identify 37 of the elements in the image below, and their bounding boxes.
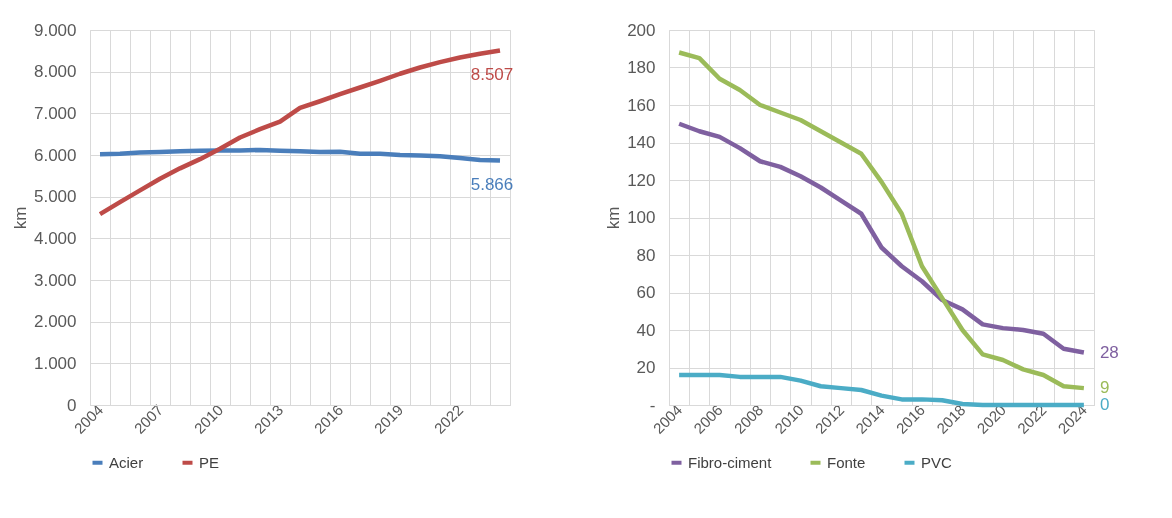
y-tick-label: 80: [636, 245, 656, 265]
line-series: [676, 121, 1087, 355]
line-series: [97, 147, 503, 163]
y-tick-label: 160: [627, 95, 656, 115]
y-tick-label: -: [649, 395, 656, 415]
line-series: [676, 50, 1087, 391]
y-tick-label: 7.000: [33, 103, 77, 123]
y-tick-label: 200: [627, 20, 656, 40]
legend-label: Acier: [109, 453, 144, 471]
legend-label: Fibro-ciment: [688, 453, 773, 471]
y-axis-title: km: [604, 206, 624, 230]
y-tick-label: 180: [627, 58, 656, 77]
data-label: 9: [1099, 378, 1110, 398]
y-axis-title: km: [10, 206, 30, 230]
legend-label: PVC: [921, 453, 953, 471]
legend-label: PE: [199, 453, 220, 471]
data-label: 5.866: [470, 174, 514, 194]
y-tick-label: 6.000: [33, 145, 77, 165]
y-tick-label: 40: [636, 320, 656, 340]
y-tick-label: 4.000: [33, 228, 77, 248]
data-label: 8.507: [470, 64, 514, 84]
y-tick-label: 20: [636, 358, 656, 377]
legend-label: Fonte: [827, 453, 866, 471]
line-series: [676, 372, 1087, 408]
y-tick-label: 140: [627, 133, 656, 152]
y-tick-label: 8.000: [33, 62, 77, 82]
y-tick-label: 100: [627, 208, 656, 227]
y-tick-label: 9.000: [33, 20, 77, 40]
y-tick-label: 120: [627, 170, 656, 190]
y-tick-label: 0: [67, 395, 77, 415]
y-tick-label: 2.000: [33, 312, 77, 332]
data-label: 0: [1099, 395, 1110, 414]
y-tick-label: 1.000: [33, 353, 77, 373]
data-label: 28: [1099, 342, 1119, 362]
y-tick-label: 60: [636, 283, 656, 302]
y-tick-label: 3.000: [33, 270, 77, 290]
y-tick-label: 5.000: [33, 187, 77, 207]
